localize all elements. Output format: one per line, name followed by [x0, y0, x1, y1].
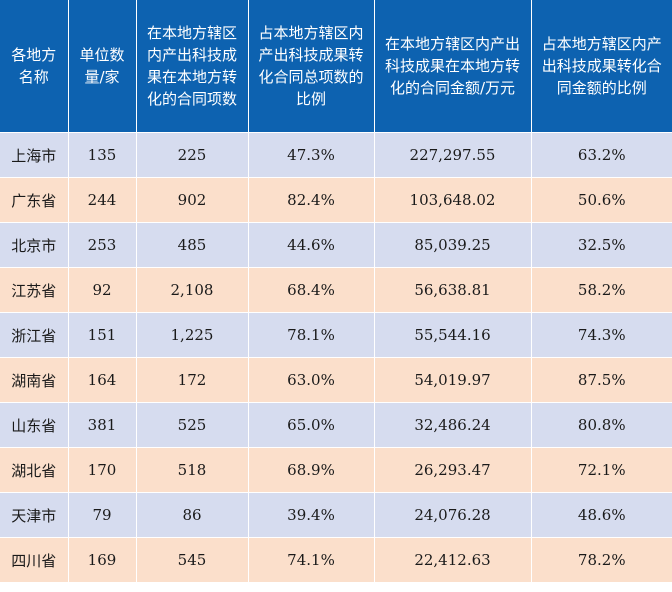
- table-body: 上海市 135 225 47.3% 227,297.55 63.2% 广东省 2…: [0, 132, 672, 583]
- cell-region: 上海市: [0, 132, 69, 178]
- cell-region: 湖北省: [0, 447, 69, 493]
- header-contract-count-ratio: 占本地方辖区内产出科技成果转化合同总项数的比例: [248, 0, 375, 133]
- cell-region: 湖南省: [0, 357, 69, 403]
- cell-contract-amount: 103,648.02: [374, 177, 532, 223]
- cell-unit-count: 381: [68, 402, 137, 448]
- cell-count-ratio: 44.6%: [248, 222, 375, 268]
- cell-unit-count: 253: [68, 222, 137, 268]
- cell-amount-ratio: 48.6%: [531, 492, 672, 538]
- cell-unit-count: 135: [68, 132, 137, 178]
- cell-count-ratio: 39.4%: [248, 492, 375, 538]
- cell-contract-count: 86: [136, 492, 249, 538]
- cell-amount-ratio: 78.2%: [531, 537, 672, 583]
- cell-region: 广东省: [0, 177, 69, 223]
- cell-count-ratio: 47.3%: [248, 132, 375, 178]
- table-row: 广东省 244 902 82.4% 103,648.02 50.6%: [0, 177, 672, 223]
- cell-amount-ratio: 32.5%: [531, 222, 672, 268]
- cell-contract-count: 485: [136, 222, 249, 268]
- header-contract-amount-ratio: 占本地方辖区内产出科技成果转化合同金额的比例: [531, 0, 672, 133]
- cell-count-ratio: 65.0%: [248, 402, 375, 448]
- cell-count-ratio: 82.4%: [248, 177, 375, 223]
- table-row: 浙江省 151 1,225 78.1% 55,544.16 74.3%: [0, 312, 672, 358]
- header-row: 各地方名称 单位数量/家 在本地方辖区内产出科技成果在本地方转化的合同项数 占本…: [0, 0, 672, 133]
- table-row: 上海市 135 225 47.3% 227,297.55 63.2%: [0, 132, 672, 178]
- header-contract-count: 在本地方辖区内产出科技成果在本地方转化的合同项数: [136, 0, 249, 133]
- cell-amount-ratio: 74.3%: [531, 312, 672, 358]
- header-contract-amount: 在本地方辖区内产出科技成果在本地方转化的合同金额/万元: [374, 0, 532, 133]
- table-header: 各地方名称 单位数量/家 在本地方辖区内产出科技成果在本地方转化的合同项数 占本…: [0, 0, 672, 133]
- cell-contract-count: 2,108: [136, 267, 249, 313]
- cell-amount-ratio: 80.8%: [531, 402, 672, 448]
- cell-region: 北京市: [0, 222, 69, 268]
- cell-unit-count: 79: [68, 492, 137, 538]
- cell-contract-count: 1,225: [136, 312, 249, 358]
- cell-contract-amount: 54,019.97: [374, 357, 532, 403]
- cell-contract-amount: 56,638.81: [374, 267, 532, 313]
- cell-unit-count: 170: [68, 447, 137, 493]
- cell-count-ratio: 68.4%: [248, 267, 375, 313]
- cell-unit-count: 164: [68, 357, 137, 403]
- cell-contract-amount: 227,297.55: [374, 132, 532, 178]
- table-row: 湖北省 170 518 68.9% 26,293.47 72.1%: [0, 447, 672, 493]
- cell-contract-amount: 85,039.25: [374, 222, 532, 268]
- table-row: 四川省 169 545 74.1% 22,412.63 78.2%: [0, 537, 672, 583]
- table-row: 江苏省 92 2,108 68.4% 56,638.81 58.2%: [0, 267, 672, 313]
- cell-unit-count: 151: [68, 312, 137, 358]
- cell-region: 浙江省: [0, 312, 69, 358]
- table-row: 天津市 79 86 39.4% 24,076.28 48.6%: [0, 492, 672, 538]
- cell-count-ratio: 78.1%: [248, 312, 375, 358]
- header-unit-count: 单位数量/家: [68, 0, 137, 133]
- cell-count-ratio: 63.0%: [248, 357, 375, 403]
- cell-amount-ratio: 87.5%: [531, 357, 672, 403]
- cell-contract-amount: 26,293.47: [374, 447, 532, 493]
- cell-region: 江苏省: [0, 267, 69, 313]
- cell-contract-amount: 55,544.16: [374, 312, 532, 358]
- cell-amount-ratio: 50.6%: [531, 177, 672, 223]
- cell-contract-count: 525: [136, 402, 249, 448]
- cell-contract-count: 172: [136, 357, 249, 403]
- cell-unit-count: 169: [68, 537, 137, 583]
- cell-unit-count: 92: [68, 267, 137, 313]
- cell-region: 四川省: [0, 537, 69, 583]
- cell-contract-count: 902: [136, 177, 249, 223]
- cell-contract-count: 545: [136, 537, 249, 583]
- cell-contract-count: 518: [136, 447, 249, 493]
- header-region-name: 各地方名称: [0, 0, 69, 133]
- cell-count-ratio: 68.9%: [248, 447, 375, 493]
- cell-contract-amount: 24,076.28: [374, 492, 532, 538]
- cell-region: 山东省: [0, 402, 69, 448]
- table-row: 北京市 253 485 44.6% 85,039.25 32.5%: [0, 222, 672, 268]
- cell-amount-ratio: 72.1%: [531, 447, 672, 493]
- cell-region: 天津市: [0, 492, 69, 538]
- table-row: 山东省 381 525 65.0% 32,486.24 80.8%: [0, 402, 672, 448]
- cell-contract-amount: 22,412.63: [374, 537, 532, 583]
- cell-contract-amount: 32,486.24: [374, 402, 532, 448]
- cell-amount-ratio: 58.2%: [531, 267, 672, 313]
- cell-count-ratio: 74.1%: [248, 537, 375, 583]
- cell-amount-ratio: 63.2%: [531, 132, 672, 178]
- cell-unit-count: 244: [68, 177, 137, 223]
- cell-contract-count: 225: [136, 132, 249, 178]
- table-row: 湖南省 164 172 63.0% 54,019.97 87.5%: [0, 357, 672, 403]
